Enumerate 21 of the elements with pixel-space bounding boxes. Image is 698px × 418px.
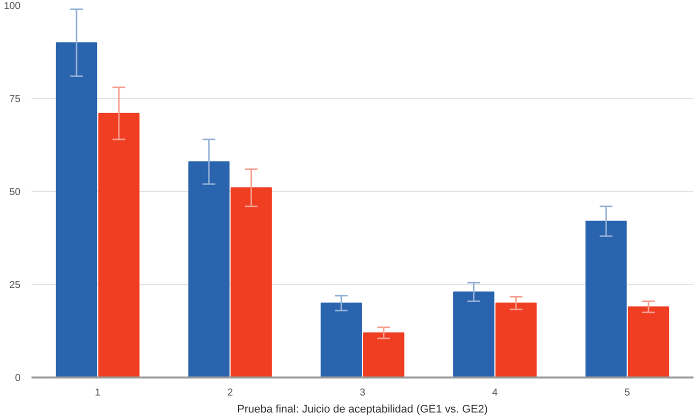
x-tick-label: 1 [94, 388, 101, 398]
x-tick-label: 3 [360, 388, 366, 398]
bar [363, 332, 404, 378]
bar [188, 161, 230, 378]
bar [56, 42, 98, 378]
y-tick-label: 50 [9, 187, 21, 198]
bar [98, 112, 140, 378]
x-axis-title: Prueba final: Juicio de aceptabilidad (GE1 vs. GE2) [237, 404, 488, 416]
x-tick-label: 5 [624, 388, 631, 398]
y-tick-label: 100 [4, 1, 21, 12]
bar [495, 302, 537, 378]
bar [230, 187, 272, 378]
y-tick-label: 75 [9, 94, 21, 105]
bar [453, 291, 494, 378]
x-tick-label: 2 [227, 388, 234, 398]
y-tick-label: 0 [14, 373, 21, 384]
y-tick-label: 25 [9, 280, 21, 291]
x-tick-label: 4 [492, 388, 498, 398]
bar [320, 302, 362, 378]
bar [585, 220, 627, 378]
bar [628, 306, 670, 378]
